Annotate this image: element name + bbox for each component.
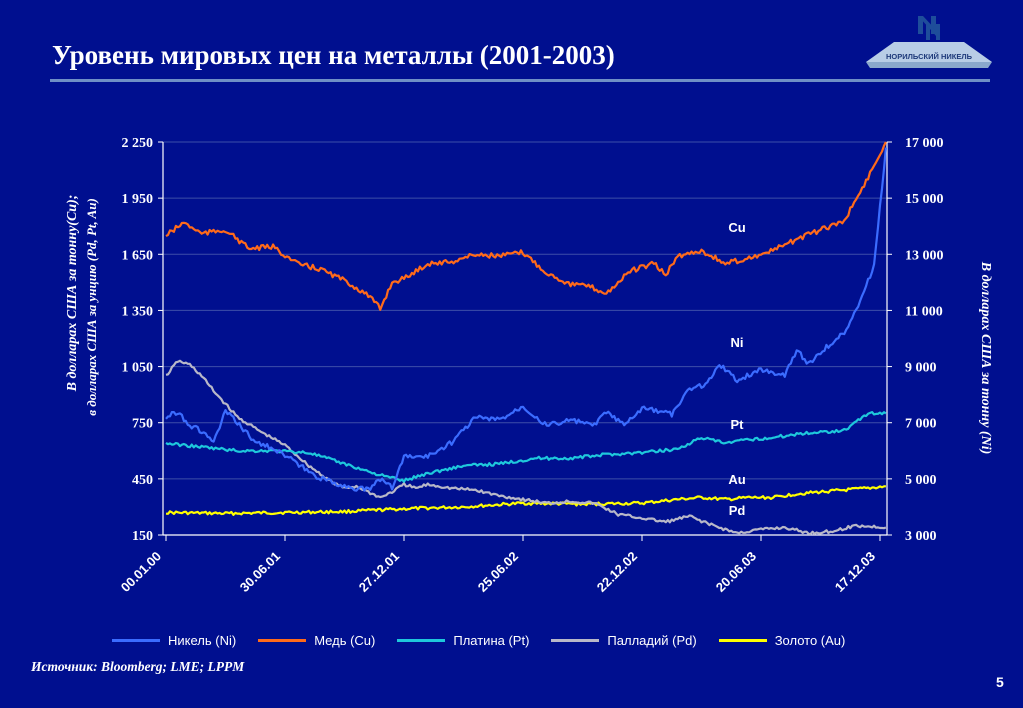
slide-title: Уровень мировых цен на металлы (2001-200… [52, 40, 615, 70]
y-tick-label-left: 450 [132, 473, 153, 488]
title-divider [50, 79, 990, 82]
y-tick-label-left: 1 950 [122, 192, 154, 207]
source-note: Источник: Bloomberg; LME; LPPM [31, 659, 245, 674]
y-tick-label-left: 2 250 [122, 136, 154, 151]
y-tick-label-right: 11 000 [905, 304, 943, 319]
legend-item: Палладий (Pd) [551, 633, 697, 648]
y-tick-label-right: 13 000 [905, 248, 944, 263]
y-tick-label-left: 1 350 [122, 304, 154, 319]
company-logo: НОРИЛЬСКИЙ НИКЕЛЬ [866, 16, 992, 68]
x-tick-label: 17.12.03 [832, 549, 878, 595]
legend-label: Палладий (Pd) [607, 633, 697, 648]
legend-label: Золото (Au) [774, 633, 846, 648]
y-tick-label-right: 3 000 [905, 529, 937, 544]
y-axis-title-left: В долларах США за тонну(Cu); [65, 195, 80, 393]
logo-text: НОРИЛЬСКИЙ НИКЕЛЬ [886, 52, 973, 61]
y-tick-label-left: 150 [132, 529, 153, 544]
series-line-pt [165, 411, 887, 483]
x-tick-label: 27.12.01 [356, 549, 402, 595]
y-tick-label-left: 1 650 [122, 248, 154, 263]
x-tick-label: 20.06.03 [713, 549, 759, 595]
y-tick-label-left: 750 [132, 417, 153, 432]
legend-item: Платина (Pt) [397, 633, 529, 648]
y-tick-label-right: 15 000 [905, 192, 944, 207]
series-label-pd: Pd [729, 503, 746, 518]
y-axis-subtitle-left: в долларах США за унцию (Pd, Pt, Au) [84, 198, 99, 416]
y-axis-title-right: В долларах США за тонну (Ni) [978, 261, 993, 455]
chart-legend: Никель (Ni) Медь (Cu) Платина (Pt) Палладий… [112, 633, 845, 648]
x-tick-label: 00.01.00 [118, 549, 164, 595]
x-tick-label: 30.06.01 [237, 549, 283, 595]
y-tick-label-left: 1 050 [122, 361, 154, 376]
y-tick-label-right: 5 000 [905, 473, 937, 488]
legend-swatch [258, 639, 307, 642]
legend-item: Золото (Au) [718, 633, 846, 648]
x-tick-label: 22.12.02 [594, 549, 640, 595]
series-labels: Ni Cu Pt Pd Au [728, 220, 745, 518]
legend-item: Медь (Cu) [258, 633, 375, 648]
legend-swatch [112, 639, 160, 642]
series-line-cu [165, 141, 887, 311]
legend-item: Никель (Ni) [112, 633, 236, 648]
series-line-ni [165, 147, 887, 492]
logo-mark-icon [918, 16, 940, 40]
series-label-ni: Ni [731, 335, 744, 350]
legend-swatch [397, 639, 446, 642]
series-line-au [165, 485, 886, 516]
series-lines [165, 141, 887, 536]
legend-swatch [718, 639, 767, 642]
y-tick-label-right: 7 000 [905, 417, 937, 432]
x-tick-label: 25.06.02 [475, 549, 521, 595]
y-tick-label-right: 17 000 [905, 136, 944, 151]
series-label-cu: Cu [728, 220, 745, 235]
legend-label: Никель (Ni) [168, 633, 237, 648]
page-number: 5 [996, 674, 1004, 690]
legend-swatch [551, 639, 600, 642]
y-tick-label-right: 9 000 [905, 361, 937, 376]
series-label-pt: Pt [731, 417, 745, 432]
series-line-pd [165, 359, 887, 536]
gridlines [163, 141, 887, 536]
series-label-au: Au [728, 472, 745, 487]
legend-label: Медь (Cu) [314, 633, 376, 648]
legend-label: Платина (Pt) [453, 633, 530, 648]
